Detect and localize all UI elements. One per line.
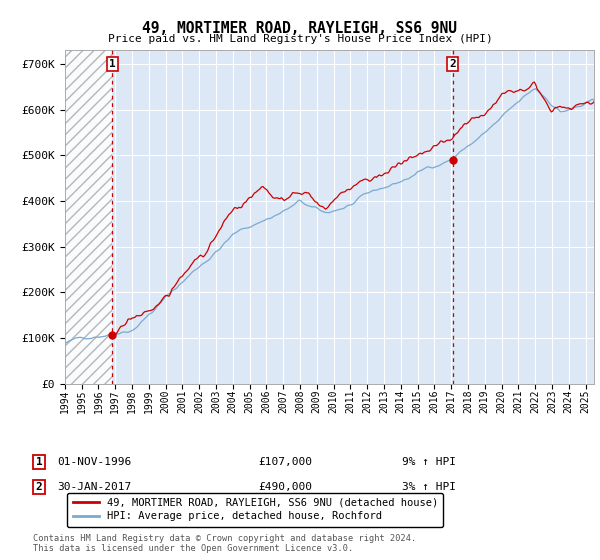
Text: 2: 2 [35,482,43,492]
Text: £490,000: £490,000 [258,482,312,492]
Bar [65,50,112,384]
Text: Contains HM Land Registry data © Crown copyright and database right 2024.
This d: Contains HM Land Registry data © Crown c… [33,534,416,553]
Text: 2: 2 [449,59,456,69]
Text: 9% ↑ HPI: 9% ↑ HPI [402,457,456,467]
Text: 3% ↑ HPI: 3% ↑ HPI [402,482,456,492]
Text: 1: 1 [109,59,116,69]
Text: Price paid vs. HM Land Registry's House Price Index (HPI): Price paid vs. HM Land Registry's House … [107,34,493,44]
Text: £107,000: £107,000 [258,457,312,467]
Text: 1: 1 [35,457,43,467]
Text: 01-NOV-1996: 01-NOV-1996 [57,457,131,467]
Legend: 49, MORTIMER ROAD, RAYLEIGH, SS6 9NU (detached house), HPI: Average price, detac: 49, MORTIMER ROAD, RAYLEIGH, SS6 9NU (de… [67,493,443,526]
Text: 49, MORTIMER ROAD, RAYLEIGH, SS6 9NU: 49, MORTIMER ROAD, RAYLEIGH, SS6 9NU [143,21,458,36]
Text: 30-JAN-2017: 30-JAN-2017 [57,482,131,492]
